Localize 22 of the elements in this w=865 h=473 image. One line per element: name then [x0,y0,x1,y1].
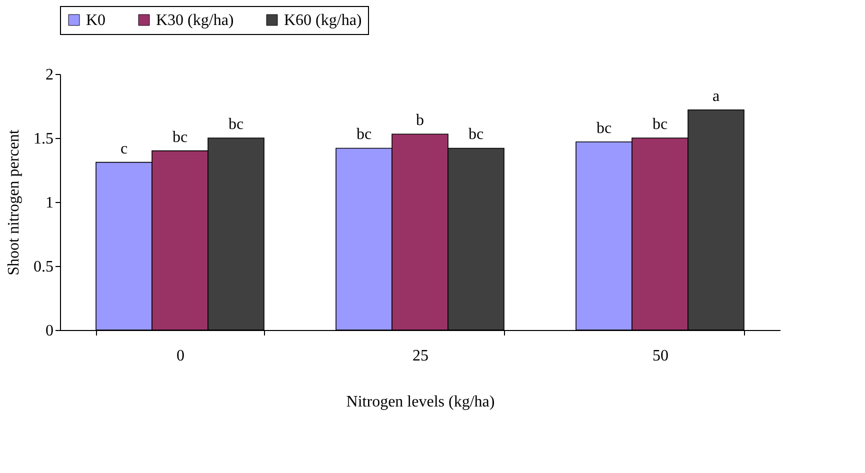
data-label: bc [468,126,484,144]
y-tick-label: 1 [46,194,54,212]
y-tick-label: 0 [46,322,54,340]
data-label: bc [596,120,612,137]
legend-label: K30 (kg/ha) [156,12,234,29]
data-label: bc [652,116,668,133]
data-label: bc [172,128,188,146]
y-tick-label: 0.5 [34,258,54,276]
x-axis-title: Nitrogen levels (kg/ha) [346,394,495,410]
legend-label: K0 [86,12,106,29]
data-label: c [120,140,128,158]
x-tick-label: 0 [176,348,184,364]
y-tick-label: 2 [46,66,54,84]
data-label: b [416,112,424,130]
data-label: bc [228,116,244,133]
x-tick-label: 50 [652,348,668,364]
x-tick-label: 25 [412,348,428,364]
y-tick-label: 1.5 [34,130,54,148]
y-axis-title: Shoot nitrogen percent [6,129,22,276]
legend-label: K60 (kg/ha) [284,12,362,29]
data-label: bc [356,126,372,144]
data-label: a [712,88,720,105]
